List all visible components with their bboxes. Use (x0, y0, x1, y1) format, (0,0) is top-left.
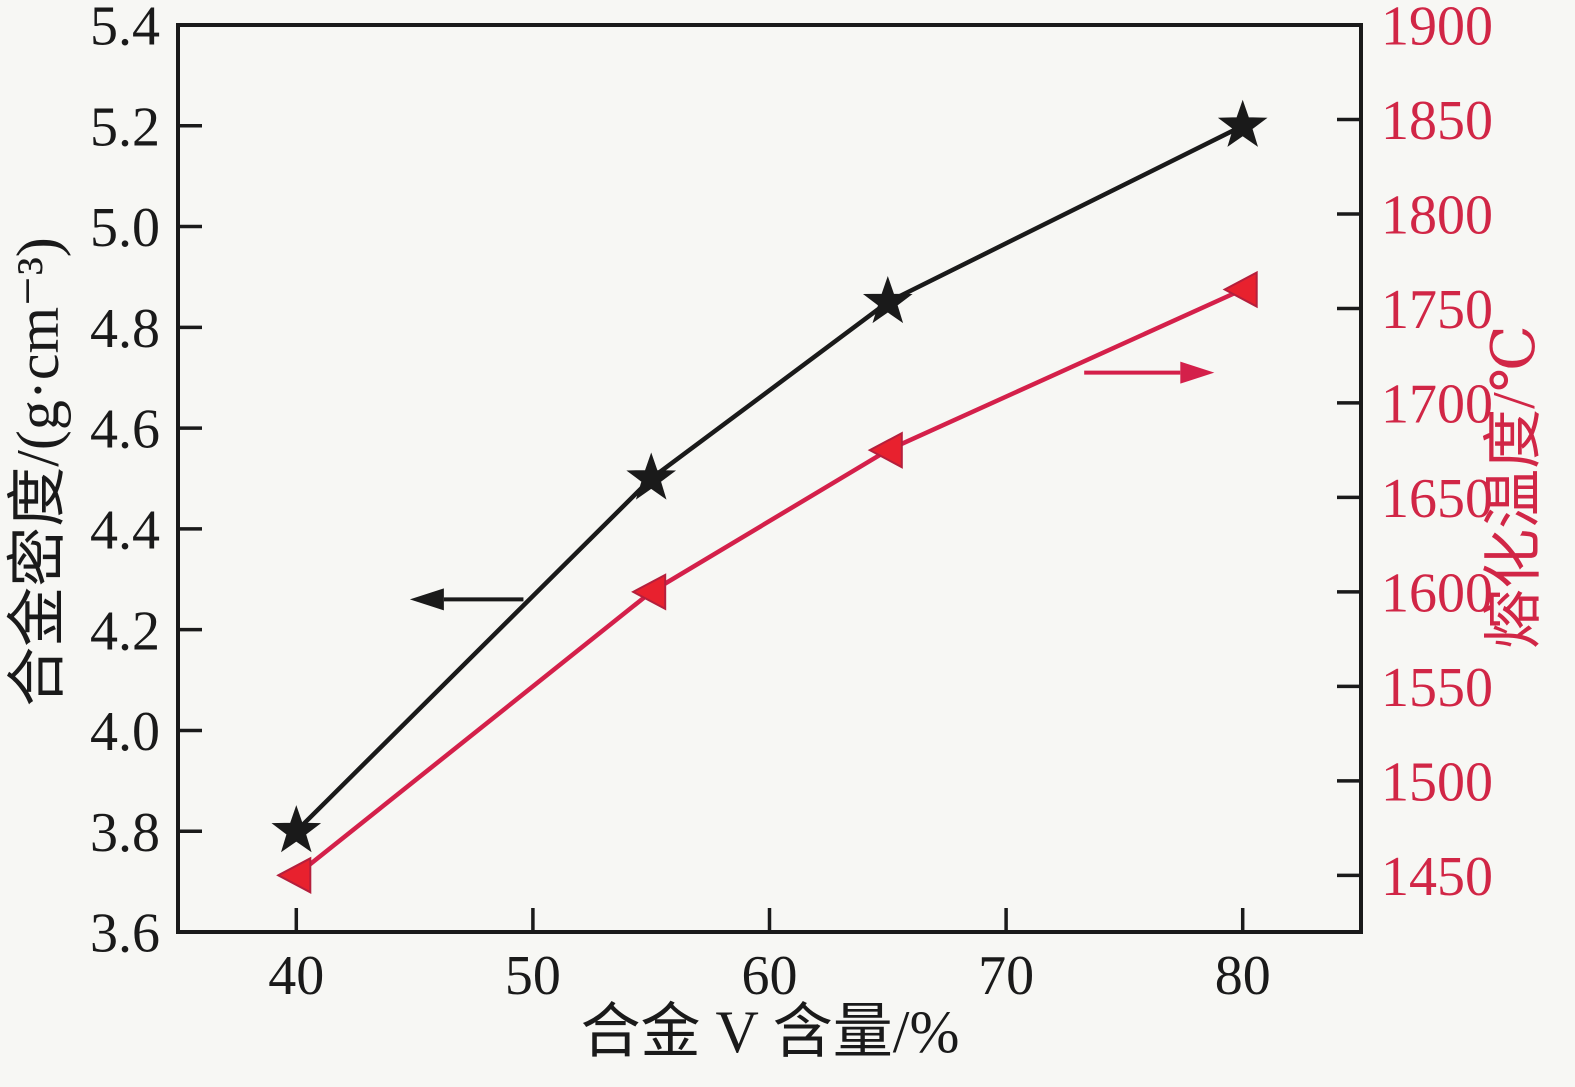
left-tick-label: 5.4 (90, 0, 160, 58)
alloy-density-marker-star (271, 805, 322, 853)
right-tick-label: 1550 (1381, 657, 1493, 719)
left-tick-label: 5.2 (90, 96, 160, 158)
x-tick-label: 80 (1215, 945, 1271, 1007)
plot-border (176, 23, 1363, 934)
melting-temperature-marker-triangle-left (276, 856, 312, 894)
axis-pointer-arrows (409, 361, 1215, 611)
right-tick-label: 1900 (1381, 0, 1493, 58)
density-axis-arrow-head (409, 588, 444, 611)
x-axis-title: 合金 V 含量/% (581, 999, 960, 1065)
right-axis-ticks: 1450 1500 1550 1600 1650 1700 1750 1800 1850 1900 (1337, 0, 1493, 908)
left-tick-label: 4.6 (90, 399, 160, 461)
right-tick-label: 1650 (1381, 468, 1493, 530)
x-tick-label: 70 (978, 945, 1034, 1007)
x-tick-label: 60 (742, 945, 798, 1007)
alloy-density-marker-star (862, 276, 913, 324)
right-tick-label: 1750 (1381, 279, 1493, 341)
alloy-density-marker-star (1217, 99, 1268, 147)
melting-temperature-marker-triangle-left (1222, 270, 1258, 309)
right-tick-label: 1850 (1381, 90, 1493, 152)
melting-temperature-marker-triangle-left (867, 431, 903, 469)
right-tick-label: 1600 (1381, 562, 1493, 624)
right-axis-title: 熔化温度/℃ (1481, 325, 1547, 649)
data-series (271, 99, 1268, 894)
right-tick-label: 1500 (1381, 751, 1493, 813)
left-tick-label: 3.8 (90, 802, 160, 864)
temperature-axis-arrow-head (1180, 361, 1215, 384)
left-tick-label: 3.6 (90, 903, 160, 965)
x-axis-ticks: 40 50 60 70 80 (268, 908, 1271, 1007)
alloy-density-marker-star (626, 452, 677, 500)
melting-temperature-marker-triangle-left (631, 573, 667, 611)
left-axis-ticks: 3.6 3.8 4.0 4.2 4.4 4.6 4.8 5.0 5.2 5.4 (90, 0, 202, 965)
left-tick-label: 4.0 (90, 701, 160, 763)
x-tick-label: 50 (505, 945, 561, 1007)
right-tick-label: 1450 (1381, 846, 1493, 908)
x-tick-label: 40 (268, 945, 324, 1007)
left-tick-label: 5.0 (90, 197, 160, 259)
left-axis-title: 合金密度/(g·cm⁻³) (5, 237, 71, 707)
right-tick-label: 1700 (1381, 374, 1493, 436)
left-tick-label: 4.4 (90, 499, 160, 561)
right-tick-label: 1800 (1381, 185, 1493, 247)
left-tick-label: 4.2 (90, 600, 160, 662)
left-tick-label: 4.8 (90, 298, 160, 360)
alloy-density-line (294, 123, 1244, 833)
melting-temperature-line (294, 287, 1244, 878)
